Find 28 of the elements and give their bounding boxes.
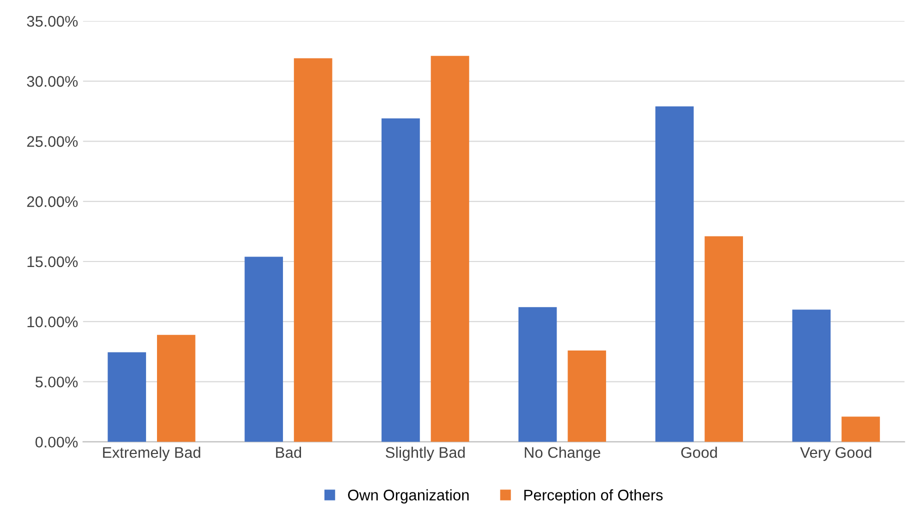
y-tick-label: 25.00%: [27, 136, 78, 147]
bar: [842, 416, 880, 442]
bar: [157, 334, 196, 442]
y-tick-label: 20.00%: [27, 196, 78, 208]
bar: [655, 106, 694, 442]
x-tick-label: Bad: [276, 446, 302, 458]
x-tick-label: Good: [681, 446, 717, 458]
y-tick-label: 15.00%: [28, 256, 78, 268]
y-tick-label: 35.00%: [26, 16, 78, 27]
bar: [704, 236, 743, 442]
bar: [568, 350, 606, 442]
bar: [244, 256, 283, 442]
x-tick-label: No Change: [524, 446, 600, 461]
bar: [792, 310, 831, 442]
bar: [430, 56, 470, 442]
bar: [382, 118, 420, 442]
x-tick-label: Slightly Bad: [386, 446, 465, 461]
bar: [108, 352, 146, 442]
y-tick-label: 5.00%: [36, 376, 78, 388]
y-tick-label: 10.00%: [28, 316, 78, 328]
x-tick-label: Very Good: [800, 446, 872, 461]
y-tick-label: 30.00%: [26, 76, 78, 87]
legend-label: Own Organization: [348, 489, 469, 504]
bar: [294, 58, 332, 442]
bar: [518, 307, 557, 442]
x-tick-label: Extremely Bad: [103, 446, 200, 461]
legend-label: Perception of Others: [524, 489, 663, 504]
y-tick-label: 0.00%: [35, 436, 78, 448]
